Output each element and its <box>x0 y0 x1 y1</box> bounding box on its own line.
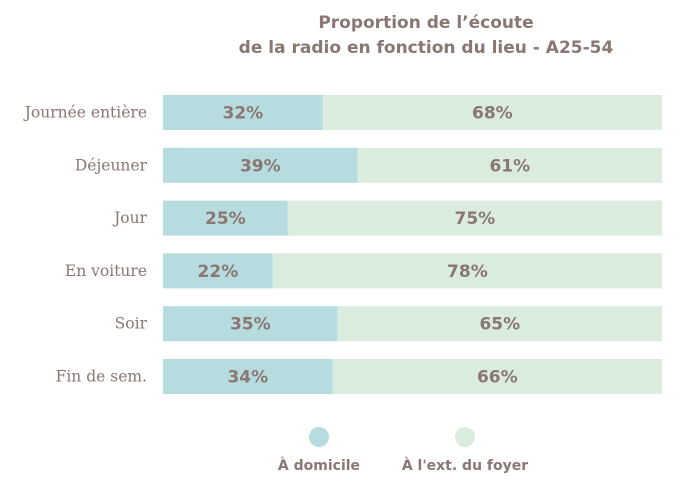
category-label: Soir <box>115 315 148 333</box>
bar-segment-home <box>163 306 338 342</box>
bar-segment-away <box>272 253 662 289</box>
bars: Journée entière 32% 68% Déjeuner 39% 61% Jour 2… <box>23 95 662 394</box>
data-label: 65% <box>479 315 520 335</box>
bar-segment-home <box>163 95 323 130</box>
data-label: 61% <box>489 156 530 176</box>
bar-segment-home <box>163 147 358 183</box>
bar-segment-away <box>322 95 662 130</box>
category-label: Jour <box>112 209 148 227</box>
data-label: 66% <box>477 368 518 388</box>
chart-title-line-2: de la radio en fonction du lieu - A25-54 <box>239 38 614 58</box>
data-label: 34% <box>227 368 268 388</box>
category-label: Fin de sem. <box>56 368 147 386</box>
bar-segment-away <box>287 200 662 236</box>
legend-swatch <box>455 427 475 447</box>
data-label: 25% <box>205 209 246 229</box>
data-label: 68% <box>472 104 513 124</box>
chart-title-line-1: Proportion de l’écoute <box>318 13 533 33</box>
bar-segment-away <box>357 147 662 183</box>
category-label: Déjeuner <box>75 156 148 174</box>
legend-label: À l'ext. du foyer <box>402 457 528 474</box>
data-label: 78% <box>447 262 488 282</box>
data-label: 32% <box>222 104 263 124</box>
legend-swatch <box>309 427 329 447</box>
data-label: 22% <box>198 262 239 282</box>
legend: À domicile À l'ext. du foyer <box>278 427 528 474</box>
data-label: 39% <box>240 156 281 176</box>
bar-segment-home <box>163 200 288 236</box>
bar-segment-away <box>337 306 662 342</box>
bar-segment-home <box>163 359 333 394</box>
data-label: 35% <box>230 315 271 335</box>
bar-segment-home <box>163 253 273 289</box>
category-label: Journée entière <box>23 104 147 122</box>
data-label: 75% <box>455 209 496 229</box>
bar-segment-away <box>332 359 662 394</box>
category-label: En voiture <box>65 262 147 280</box>
legend-label: À domicile <box>278 457 360 474</box>
